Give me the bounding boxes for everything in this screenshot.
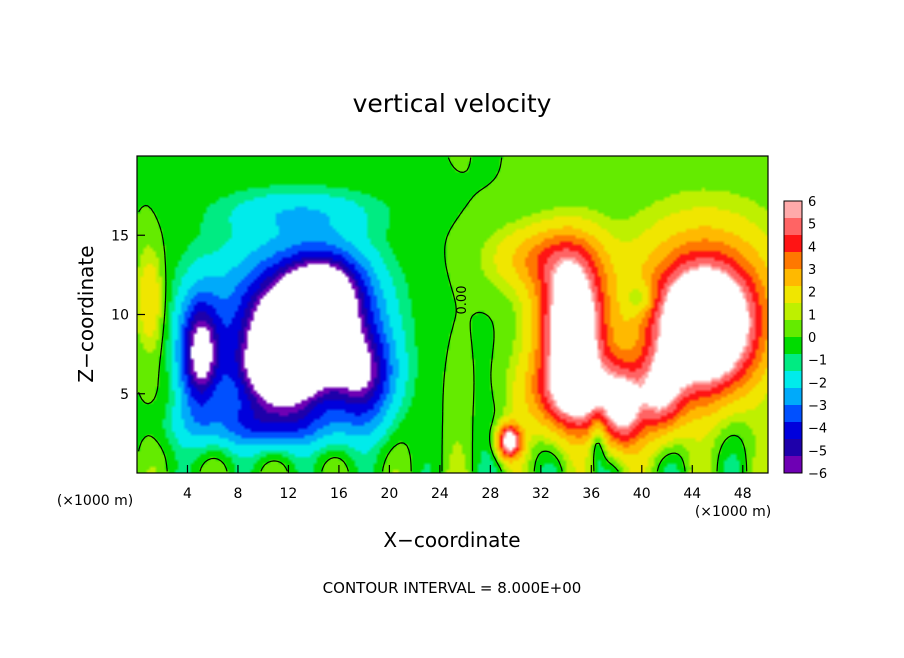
colorbar-label: −1 — [808, 354, 827, 369]
x-tick-label: 20 — [380, 486, 398, 502]
colorbar-label: −4 — [808, 422, 827, 437]
x-tick-label: 4 — [183, 486, 192, 502]
colorbar-swatch — [784, 303, 802, 321]
x-unit-right: (×1000 m) — [695, 504, 771, 520]
colorbar-swatch — [784, 456, 802, 474]
colorbar-swatch — [784, 269, 802, 287]
colorbar-swatch — [784, 252, 802, 270]
x-tick-label: 40 — [633, 486, 651, 502]
colorbar-swatch — [784, 354, 802, 372]
colorbar-swatch — [784, 286, 802, 304]
x-unit-left: (×1000 m) — [57, 493, 133, 509]
colorbar-swatch — [784, 405, 802, 423]
zero-contours — [138, 157, 748, 472]
colorbar-label: −6 — [808, 467, 827, 482]
zero-contour-path — [138, 157, 748, 472]
colorbar: 6 5 4 3 2 1 0 −1 −2 −3 −4 −5 −6 — [783, 195, 827, 482]
colorbar-label: 2 — [808, 286, 816, 301]
x-tick-label: 48 — [734, 486, 752, 502]
contour-label: 0.00 — [455, 286, 470, 315]
x-tick-label: 44 — [683, 486, 701, 502]
colorbar-label: −2 — [808, 376, 827, 391]
colorbar-swatch — [784, 371, 802, 389]
y-tick-label: 5 — [120, 387, 129, 403]
velocity-field — [137, 156, 768, 473]
y-tick-label: 15 — [111, 228, 129, 244]
x-tick-label: 8 — [233, 486, 242, 502]
colorbar-label: −3 — [808, 399, 827, 414]
x-tick-label: 16 — [330, 486, 348, 502]
colorbar-swatch — [784, 201, 802, 219]
x-tick-label: 24 — [431, 486, 449, 502]
chart-title: vertical velocity — [353, 89, 552, 118]
colorbar-swatch — [784, 320, 802, 338]
colorbar-label: 5 — [808, 218, 816, 233]
colorbar-label: 1 — [808, 308, 816, 323]
colorbar-swatch — [784, 439, 802, 457]
colorbar-label: 4 — [808, 240, 816, 255]
y-axis-label: Z−coordinate — [74, 245, 98, 382]
colorbar-swatch — [784, 388, 802, 406]
colorbar-label: 6 — [808, 195, 816, 210]
y-tick-label: 10 — [111, 308, 129, 324]
x-axis: 4 8 12 16 20 24 28 32 36 40 44 48 — [183, 465, 752, 502]
colorbar-swatch — [784, 337, 802, 355]
colorbar-label: 3 — [808, 263, 816, 278]
colorbar-swatch — [784, 235, 802, 253]
colorbar-swatch — [784, 422, 802, 440]
colorbar-frame — [783, 200, 803, 474]
colorbar-label: 0 — [808, 331, 816, 346]
x-tick-label: 28 — [481, 486, 499, 502]
x-tick-label: 32 — [532, 486, 550, 502]
x-tick-label: 36 — [582, 486, 600, 502]
colorbar-label: −5 — [808, 444, 827, 459]
y-axis: 5 10 15 — [111, 228, 145, 403]
contour-interval-footer: CONTOUR INTERVAL = 8.000E+00 — [323, 579, 582, 597]
x-axis-label: X−coordinate — [383, 528, 520, 552]
x-tick-label: 12 — [280, 486, 298, 502]
colorbar-swatch — [784, 218, 802, 236]
